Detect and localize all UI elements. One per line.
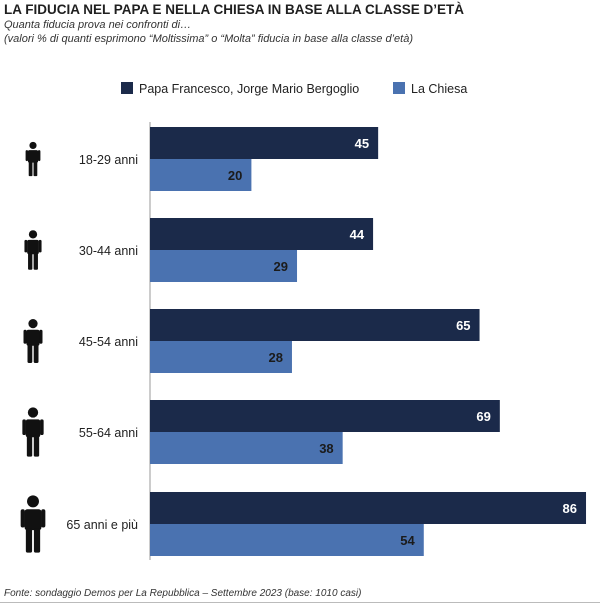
chart-title: LA FIDUCIA NEL PAPA E NELLA CHIESA IN BA… bbox=[4, 2, 465, 17]
category-label: 65 anni e più bbox=[66, 518, 138, 532]
data-label-chiesa: 20 bbox=[228, 168, 242, 183]
data-label-chiesa: 29 bbox=[274, 259, 288, 274]
data-label-papa: 65 bbox=[456, 318, 470, 333]
bar-papa bbox=[150, 309, 480, 341]
category-label: 18-29 anni bbox=[79, 153, 138, 167]
bar-papa bbox=[150, 400, 500, 432]
bottom-divider bbox=[0, 602, 600, 603]
data-label-chiesa: 54 bbox=[400, 533, 415, 548]
bar-papa bbox=[150, 218, 374, 250]
data-label-papa: 86 bbox=[563, 501, 577, 516]
legend-chiesa-swatch bbox=[393, 82, 405, 94]
data-label-papa: 69 bbox=[476, 409, 490, 424]
person-icon bbox=[25, 141, 41, 177]
bar-chiesa bbox=[150, 341, 292, 373]
category-label: 55-64 anni bbox=[79, 426, 138, 440]
category-label: 45-54 anni bbox=[79, 335, 138, 349]
data-label-chiesa: 28 bbox=[268, 350, 282, 365]
bar-chiesa bbox=[150, 159, 252, 191]
legend-papa-swatch bbox=[121, 82, 133, 94]
bar-chiesa bbox=[150, 432, 343, 464]
category-label: 30-44 anni bbox=[79, 244, 138, 258]
source-footnote: Fonte: sondaggio Demos per La Repubblica… bbox=[4, 588, 362, 599]
data-label-papa: 44 bbox=[350, 227, 365, 242]
person-icon bbox=[20, 495, 46, 553]
data-label-papa: 45 bbox=[355, 136, 369, 151]
bar-papa bbox=[150, 127, 379, 159]
bar-papa bbox=[150, 492, 587, 524]
chart-note: (valori % di quanti esprimono “Moltissim… bbox=[4, 33, 413, 45]
legend-chiesa-label: La Chiesa bbox=[411, 82, 467, 96]
bar-chiesa bbox=[150, 524, 424, 556]
bar-chiesa bbox=[150, 250, 298, 282]
legend-papa-label: Papa Francesco, Jorge Mario Bergoglio bbox=[139, 82, 359, 96]
person-icon bbox=[24, 230, 42, 270]
person-icon bbox=[23, 319, 43, 363]
person-icon bbox=[22, 407, 44, 457]
data-label-chiesa: 38 bbox=[319, 441, 333, 456]
chart-subtitle: Quanta fiducia prova nei confronti di… bbox=[4, 19, 192, 31]
